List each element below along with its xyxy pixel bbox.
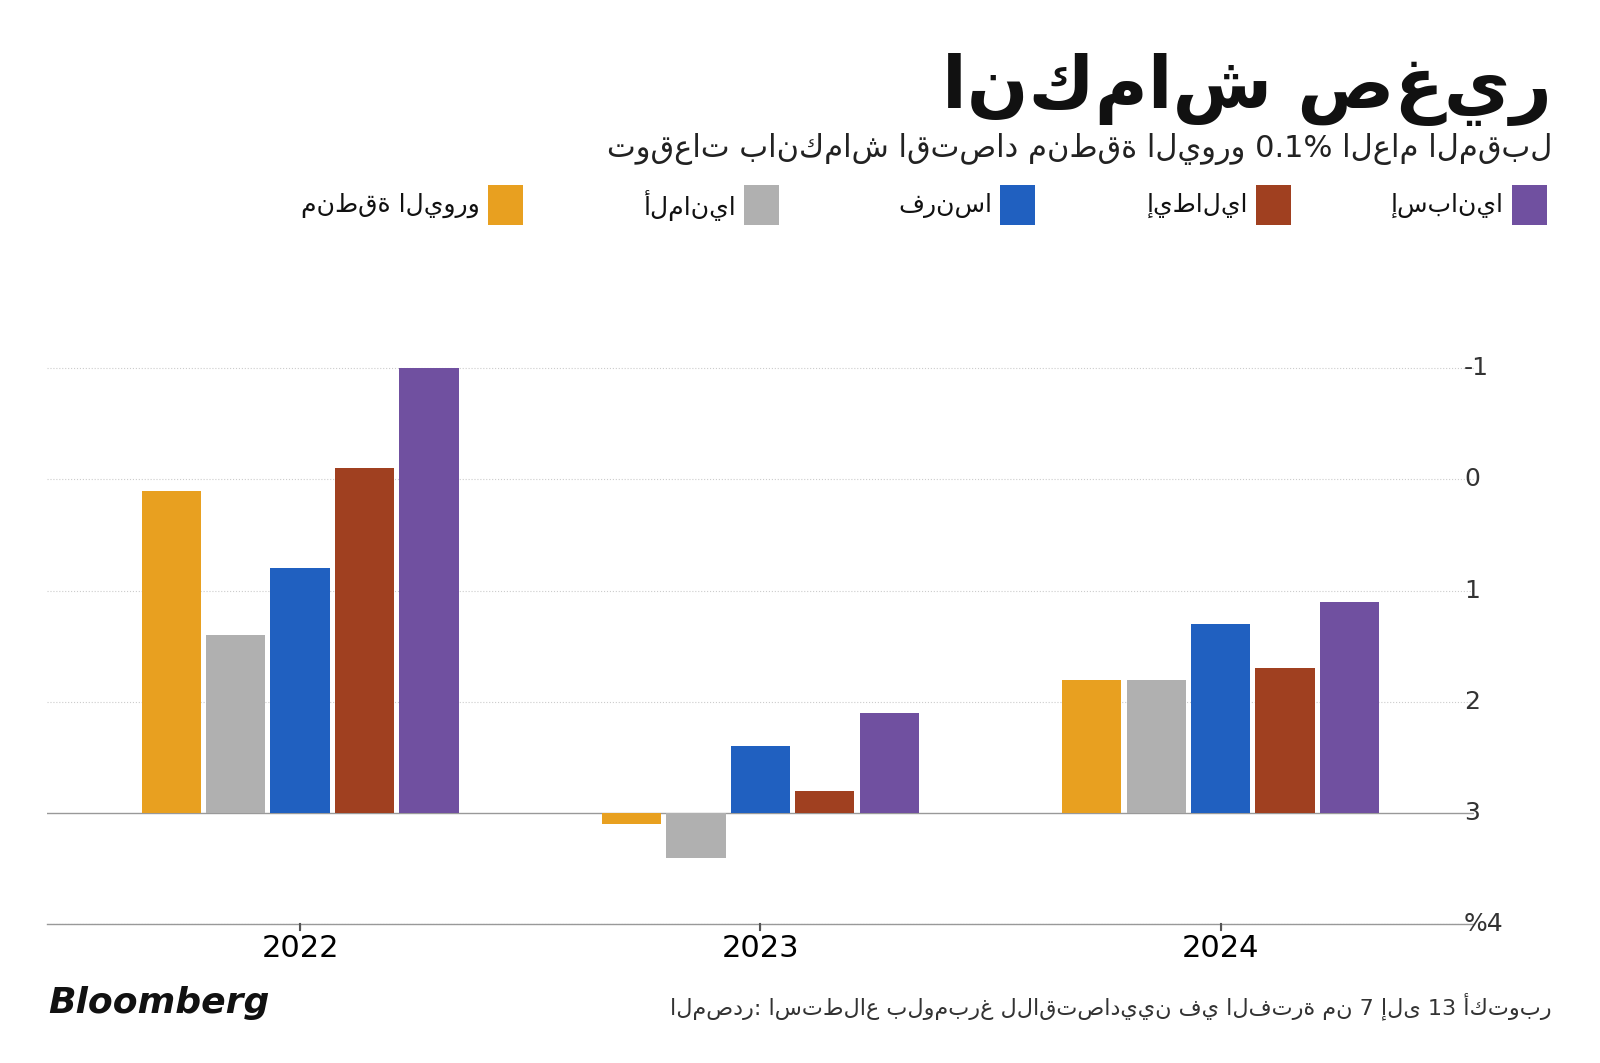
Text: 1: 1: [1464, 578, 1480, 603]
Bar: [1062, 679, 1122, 813]
Bar: [270, 569, 330, 813]
Text: 2: 2: [1464, 690, 1480, 714]
Text: انكماش صغير: انكماش صغير: [942, 53, 1552, 126]
Bar: [1126, 679, 1186, 813]
Text: Bloomberg: Bloomberg: [48, 986, 269, 1020]
Text: المصدر: استطلاع بلومبرغ للاقتصاديين في الفترة من 7 إلى 13 أكتوبر: المصدر: استطلاع بلومبرغ للاقتصاديين في ا…: [670, 993, 1552, 1020]
Bar: [666, 813, 725, 858]
Text: توقعات بانكماش اقتصاد منطقة اليورو 0.1% العام المقبل: توقعات بانكماش اقتصاد منطقة اليورو 0.1% …: [606, 133, 1552, 165]
Bar: [142, 490, 202, 813]
Bar: [206, 635, 266, 813]
Bar: [731, 746, 790, 813]
Bar: [334, 469, 394, 813]
Bar: [859, 713, 918, 813]
Text: فرنسا: فرنسا: [898, 192, 992, 218]
Text: 0: 0: [1464, 468, 1480, 491]
Bar: [1320, 602, 1379, 813]
Text: ألمانيا: ألمانيا: [643, 189, 736, 221]
Text: إيطاليا: إيطاليا: [1147, 192, 1248, 218]
Text: %4: %4: [1464, 912, 1504, 937]
Text: إسبانيا: إسبانيا: [1390, 192, 1504, 218]
Text: منطقة اليورو: منطقة اليورو: [301, 192, 480, 218]
Bar: [795, 791, 854, 813]
Text: 3: 3: [1464, 802, 1480, 825]
Bar: [602, 813, 661, 824]
Bar: [1190, 624, 1250, 813]
Bar: [1256, 669, 1315, 813]
Bar: [400, 368, 459, 813]
Text: -1: -1: [1464, 356, 1490, 381]
